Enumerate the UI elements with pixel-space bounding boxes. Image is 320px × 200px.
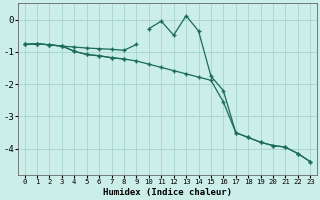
- X-axis label: Humidex (Indice chaleur): Humidex (Indice chaleur): [103, 188, 232, 197]
